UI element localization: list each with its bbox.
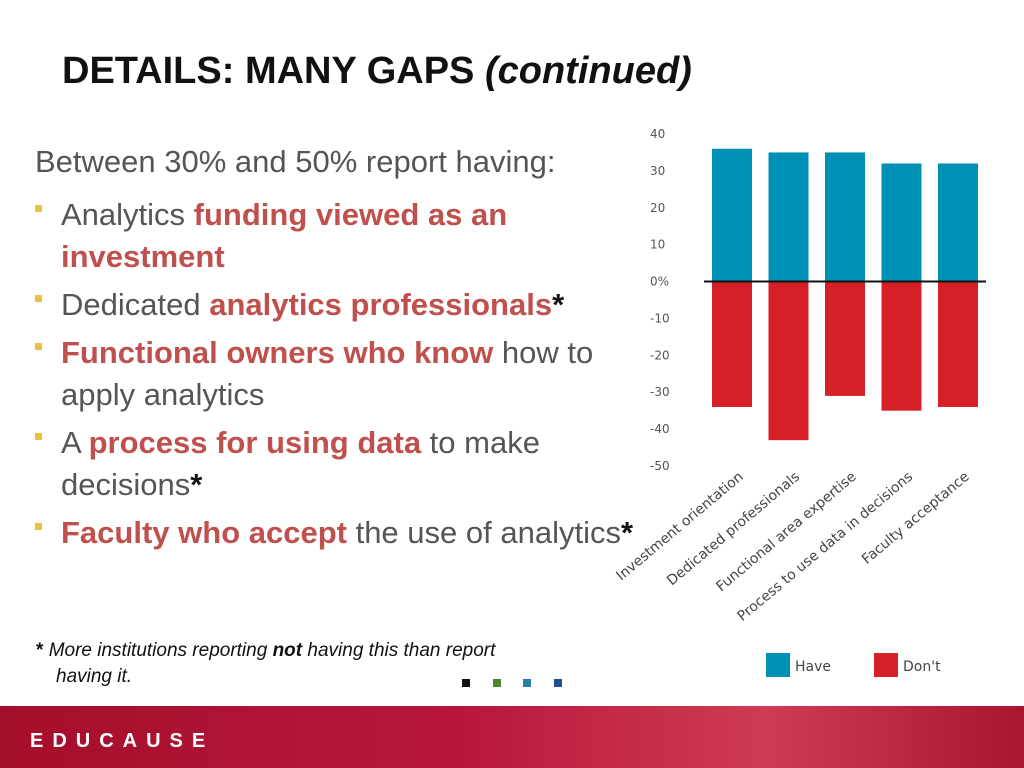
bullet-marker-icon — [35, 523, 42, 530]
footnote-line-2: having it. — [56, 666, 133, 687]
y-tick-label: 40 — [650, 127, 665, 141]
bullet-item: Dedicated analytics professionals* — [35, 284, 645, 326]
legend-swatch — [766, 653, 790, 677]
bullet-item: Faculty who accept the use of analytics* — [35, 512, 645, 554]
bullet-text-tail: how to apply analytics — [61, 335, 594, 412]
bar-dont — [938, 281, 978, 407]
y-tick-label: 30 — [650, 164, 665, 178]
footnote-text-2: having this than report — [302, 640, 496, 661]
footer-band — [0, 706, 1024, 768]
nav-square-3 — [523, 679, 531, 687]
bullet-highlight: funding viewed as an investment — [61, 197, 508, 274]
bullet-asterisk: * — [552, 287, 565, 322]
bullet-list: Analytics funding viewed as an investmen… — [35, 194, 645, 560]
bar-have — [938, 163, 978, 282]
bullet-text-tail: the use of analytics — [346, 515, 621, 550]
slide-title-main: DETAILS: MANY GAPS — [62, 50, 485, 92]
bullet-asterisk: * — [620, 515, 634, 550]
y-tick-label: -10 — [650, 311, 670, 325]
footnote: * More institutions reporting not having… — [36, 638, 616, 690]
bar-dont — [825, 281, 865, 396]
y-tick-label: -30 — [650, 385, 670, 399]
bar-dont — [712, 281, 752, 407]
intro-text: Between 30% and 50% report having: — [35, 144, 556, 179]
bullet-text: Dedicated — [61, 287, 210, 322]
bar-have — [768, 152, 809, 282]
bullet-highlight: Functional owners who know — [61, 335, 494, 370]
y-tick-label: 20 — [650, 201, 665, 215]
y-tick-label: 10 — [650, 238, 665, 252]
y-tick-label: -50 — [650, 459, 670, 473]
slide-title: DETAILS: MANY GAPS (continued) — [62, 50, 692, 93]
legend-swatch — [874, 653, 898, 677]
bar-have — [881, 163, 922, 282]
y-tick-label: -40 — [650, 422, 670, 436]
bullet-marker-icon — [35, 343, 42, 350]
bullet-highlight: process for using data — [88, 425, 422, 460]
bullet-text-tail: to make decisions — [61, 425, 540, 502]
x-category-label: Faculty acceptance — [859, 469, 973, 568]
nav-square-2 — [493, 679, 501, 687]
bar-have — [825, 152, 865, 282]
nav-square-1 — [462, 679, 470, 687]
legend-label: Have — [795, 659, 831, 675]
bullet-text: A — [61, 425, 89, 460]
nav-square-4 — [554, 679, 562, 687]
bullet-highlight: Faculty who accept — [61, 515, 347, 550]
bar-dont — [768, 281, 809, 441]
legend-label: Don't — [903, 659, 941, 675]
bullet-text: Analytics — [61, 197, 194, 232]
bullet-highlight: analytics professionals — [209, 287, 553, 322]
slide-title-italic: (continued) — [484, 50, 692, 92]
y-tick-label: 0% — [650, 275, 669, 289]
bullet-item: Analytics funding viewed as an investmen… — [35, 194, 645, 278]
educause-logo: EDUCAUSE — [30, 730, 215, 752]
footnote-text: More institutions reporting — [48, 640, 273, 661]
bar-have — [712, 148, 752, 282]
bar-dont — [881, 281, 922, 411]
bullet-marker-icon — [35, 295, 42, 302]
bullet-marker-icon — [35, 205, 42, 212]
footnote-star: * — [36, 640, 49, 661]
bullet-marker-icon — [35, 433, 42, 440]
bullet-asterisk: * — [190, 467, 203, 502]
footnote-emphasis: not — [272, 640, 303, 661]
bullet-item: A process for using data to make decisio… — [35, 422, 645, 506]
bullet-item: Functional owners who know how to apply … — [35, 332, 645, 416]
y-tick-label: -20 — [650, 348, 670, 362]
